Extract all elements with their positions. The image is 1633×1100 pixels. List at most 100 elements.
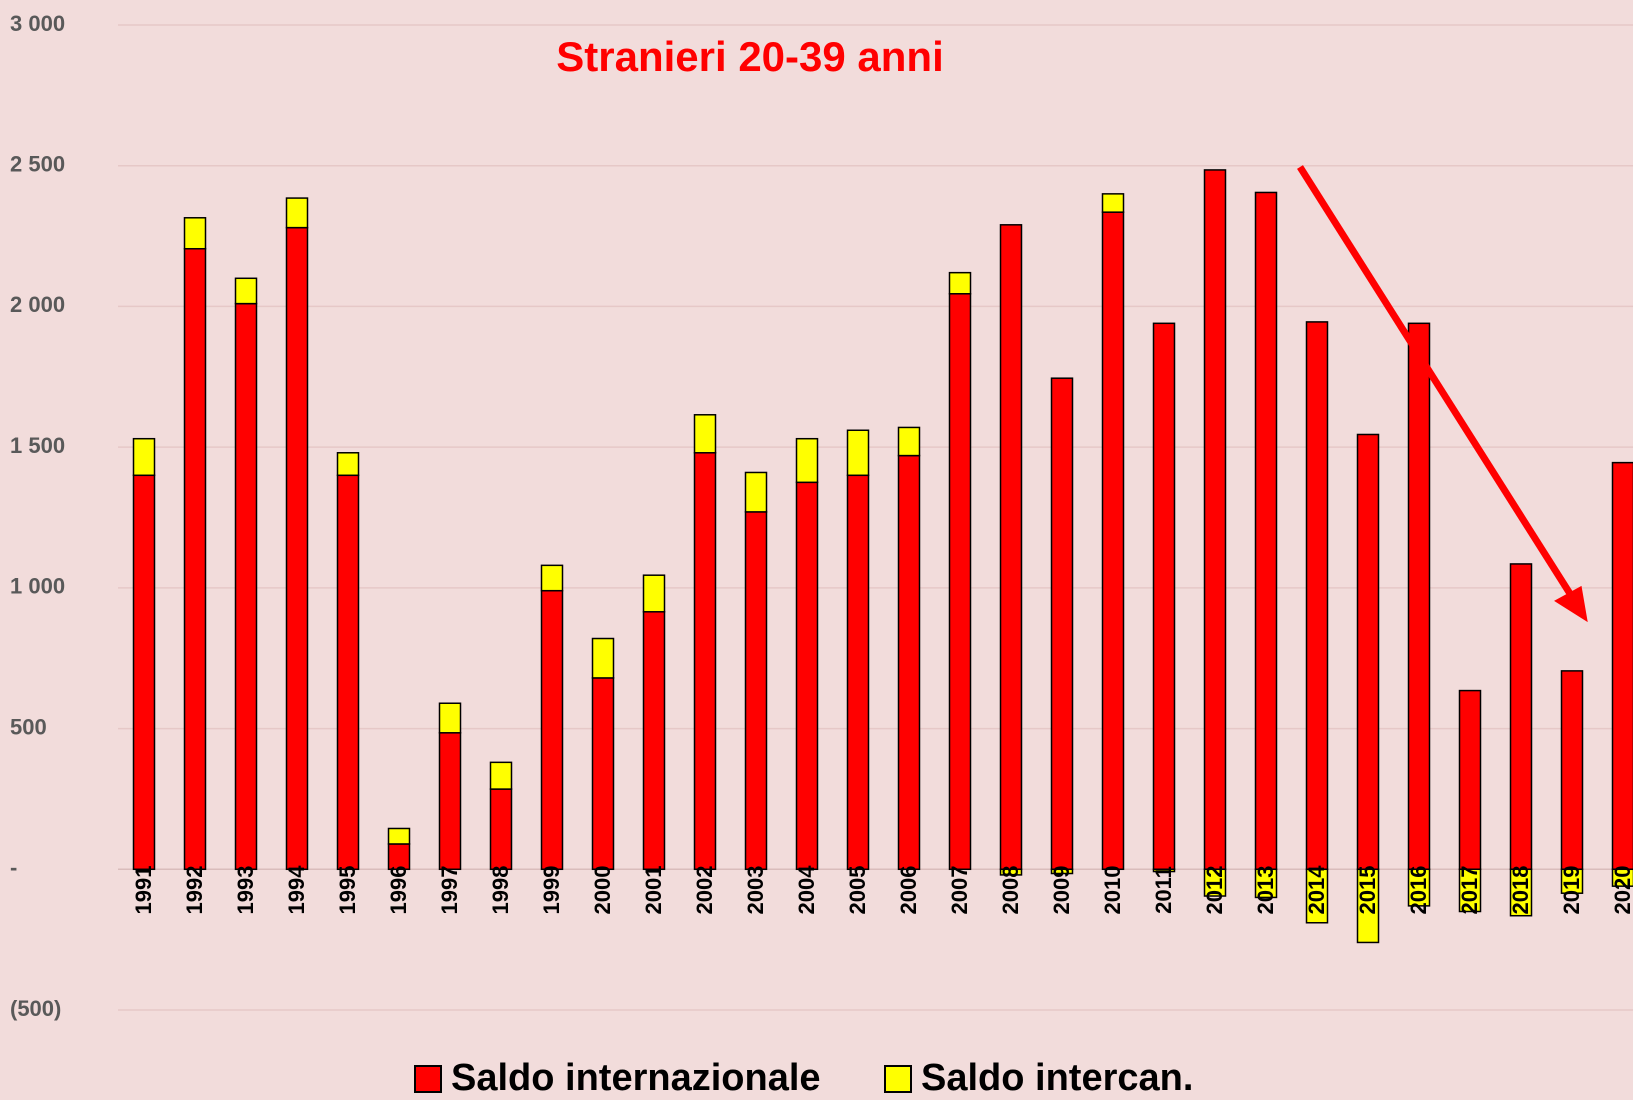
x-tick-label: 1996: [386, 866, 411, 915]
bar-segment: [132, 474, 156, 871]
bar-segment: [387, 827, 411, 845]
bar-segment: [336, 474, 360, 871]
y-tick-label: 3 000: [10, 11, 65, 36]
x-tick-label: 1995: [335, 866, 360, 915]
x-tick-label: 1994: [284, 865, 309, 915]
x-tick-label: 2012: [1202, 866, 1227, 915]
bar-segment: [1305, 321, 1329, 871]
bar-segment: [693, 414, 717, 454]
bar-segment: [1407, 322, 1431, 871]
x-tick-label: 2007: [947, 866, 972, 915]
bar-segment: [285, 197, 309, 229]
bar-segment: [1560, 670, 1584, 871]
bar-segment: [1152, 868, 1176, 873]
bar-segment: [1305, 868, 1329, 924]
bar-segment: [1611, 868, 1633, 887]
x-tick-label: 2003: [743, 866, 768, 915]
bar-segment: [693, 452, 717, 871]
x-tick-label: 2005: [845, 866, 870, 915]
bar-segment: [846, 429, 870, 477]
bar-segment: [1458, 868, 1482, 913]
bar-segment: [1356, 868, 1380, 944]
y-tick-label: -: [10, 855, 17, 880]
bar-segment: [540, 564, 564, 592]
x-tick-label: 2018: [1508, 866, 1533, 915]
bar-segment: [948, 293, 972, 871]
bar-segment: [642, 611, 666, 871]
bar-segment: [336, 452, 360, 477]
bar-segment: [1458, 689, 1482, 871]
bar-segment: [1101, 193, 1125, 213]
bar-segment: [489, 761, 513, 790]
bar-segment: [234, 277, 258, 305]
bar-segment: [1050, 868, 1074, 875]
x-tick-label: 2004: [794, 865, 819, 915]
bar-segment: [999, 224, 1023, 871]
legend-label: Saldo intercan.: [921, 1057, 1193, 1099]
x-tick-label: 1998: [488, 866, 513, 915]
bar-segment: [846, 474, 870, 871]
chart-title: Stranieri 20-39 anni: [556, 33, 944, 80]
x-tick-label: 2001: [641, 866, 666, 915]
bar-segment: [1101, 211, 1125, 871]
y-tick-label: 1 500: [10, 433, 65, 458]
y-tick-label: 2 000: [10, 292, 65, 317]
x-tick-label: 2019: [1559, 866, 1584, 915]
x-tick-label: 1999: [539, 866, 564, 915]
bar-segment: [438, 732, 462, 871]
bar-segment: [1611, 461, 1633, 871]
y-tick-label: (500): [10, 996, 61, 1021]
plot-area: (500) - 500 1 000 1 500 2 000 2 500 3 000 1991 19…: [10, 11, 1633, 1099]
bar-segment: [999, 868, 1023, 876]
bar-segment: [1050, 377, 1074, 871]
x-tick-label: 2017: [1457, 866, 1482, 915]
bar-segment: [744, 511, 768, 871]
y-tick-label: 500: [10, 714, 47, 739]
bar-segment: [897, 454, 921, 871]
x-tick-label: 2015: [1355, 866, 1380, 915]
bar-segment: [540, 589, 564, 871]
bar-segment: [795, 437, 819, 484]
y-tick-label: 1 000: [10, 574, 65, 599]
bar-segment: [795, 481, 819, 871]
bar-segment: [744, 471, 768, 513]
x-tick-label: 2008: [998, 866, 1023, 915]
bar-segment: [642, 574, 666, 613]
x-tick-label: 2006: [896, 866, 921, 915]
bar-segment: [591, 637, 615, 679]
legend-label: Saldo internazionale: [451, 1057, 821, 1099]
bar-segment: [387, 843, 411, 871]
bar-segment: [489, 788, 513, 871]
bar-segment: [897, 426, 921, 457]
legend-swatch: [414, 1065, 442, 1093]
bar-segment: [591, 677, 615, 871]
bar-segment: [183, 247, 207, 871]
legend-swatch: [884, 1065, 912, 1093]
bar-segment: [1509, 563, 1533, 871]
bar-segment: [1356, 433, 1380, 871]
x-tick-label: 2009: [1049, 866, 1074, 915]
bar-segment: [1254, 868, 1278, 899]
y-tick-label: 2 500: [10, 152, 65, 177]
x-tick-label: 1993: [233, 866, 258, 915]
x-tick-label: 2016: [1406, 866, 1431, 915]
x-tick-label: 1992: [182, 866, 207, 915]
bar-segment: [948, 271, 972, 295]
bar-segment: [132, 437, 156, 477]
bar-segment: [183, 217, 207, 250]
bar-segment: [234, 302, 258, 871]
x-tick-label: 1991: [131, 866, 156, 915]
x-tick-label: 2013: [1253, 866, 1278, 915]
trend-arrow: [1297, 165, 1588, 623]
bar-segment: [438, 702, 462, 734]
x-tick-label: 2014: [1304, 865, 1329, 915]
x-tick-label: 2002: [692, 866, 717, 915]
x-tick-label: 1997: [437, 866, 462, 915]
bar-segment: [1152, 322, 1176, 871]
x-tick-label: 2011: [1151, 866, 1176, 914]
bar-segment: [1203, 868, 1227, 897]
bar-segment: [1254, 191, 1278, 871]
bar-segment: [1560, 868, 1584, 894]
x-tick-label: 2000: [590, 866, 615, 915]
